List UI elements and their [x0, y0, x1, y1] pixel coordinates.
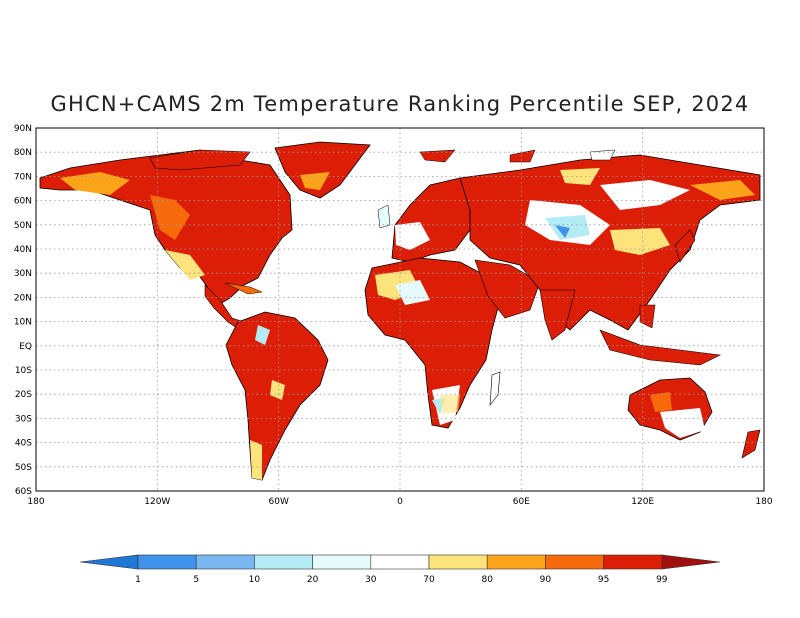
lat-label: 50N	[14, 221, 32, 231]
colorbar-swatch	[254, 554, 313, 570]
longitude-labels: 180 120W 60W 0 60E 120E 180	[27, 497, 772, 507]
lon-label: 180	[755, 497, 772, 507]
colorbar-swatch	[486, 554, 546, 570]
colorbar-label: 70	[423, 575, 435, 585]
lat-label: 60S	[15, 487, 32, 497]
arabia-landmass	[474, 259, 541, 319]
colorbar-label: 95	[598, 575, 609, 585]
lon-label: 0	[397, 497, 403, 507]
lat-label: 80N	[14, 148, 32, 158]
lat-label: 50S	[15, 463, 32, 473]
colorbar-arrow-high	[661, 554, 721, 570]
gridlines	[36, 128, 764, 491]
lon-label: 120E	[631, 497, 654, 507]
lon-label: 60E	[513, 497, 530, 507]
lat-label: 30S	[15, 414, 32, 424]
land-layer	[39, 141, 761, 481]
colorbar-label: 1	[135, 575, 141, 585]
colorbar-arrow-low	[79, 554, 139, 570]
greenland-landmass	[274, 141, 371, 199]
lat-label: 60N	[14, 197, 32, 207]
latitude-labels: 90N 80N 70N 60N 50N 40N 30N 20N 10N EQ 1…	[14, 124, 32, 497]
colorbar-label: 90	[540, 575, 552, 585]
colorbar-label: 30	[365, 575, 377, 585]
lat-label: 20S	[15, 390, 32, 400]
colorbar-swatch	[428, 554, 488, 570]
lat-label: 20N	[14, 293, 32, 303]
colorbar-swatch	[312, 554, 372, 570]
asia-landmass	[459, 154, 761, 331]
lon-label: 180	[27, 497, 44, 507]
colorbar-label: 20	[307, 575, 319, 585]
colorbar-swatch	[603, 554, 663, 570]
lat-label: 10S	[15, 366, 32, 376]
lon-label: 120W	[144, 497, 170, 507]
colorbar-swatch	[195, 554, 255, 570]
colorbar-legend: 1 5 10 20 30 70 80 90 95 99	[79, 554, 721, 585]
colorbar-label: 5	[193, 575, 199, 585]
colorbar-label: 99	[656, 575, 668, 585]
lat-label: 40N	[14, 245, 32, 255]
lat-label: 90N	[14, 124, 32, 134]
lon-label: 60W	[269, 497, 289, 507]
colorbar-swatch	[370, 554, 430, 570]
lat-label: 10N	[14, 318, 32, 328]
map-title: GHCN+CAMS 2m Temperature Ranking Percent…	[50, 92, 750, 116]
lat-label: 30N	[14, 269, 32, 279]
lat-label: EQ	[19, 342, 32, 352]
colorbar-swatch	[545, 554, 604, 570]
colorbar-label: 80	[481, 575, 493, 585]
colorbar-label: 10	[249, 575, 261, 585]
colorbar-swatch	[137, 554, 197, 570]
lat-label: 70N	[14, 172, 32, 182]
lat-label: 40S	[15, 439, 32, 449]
